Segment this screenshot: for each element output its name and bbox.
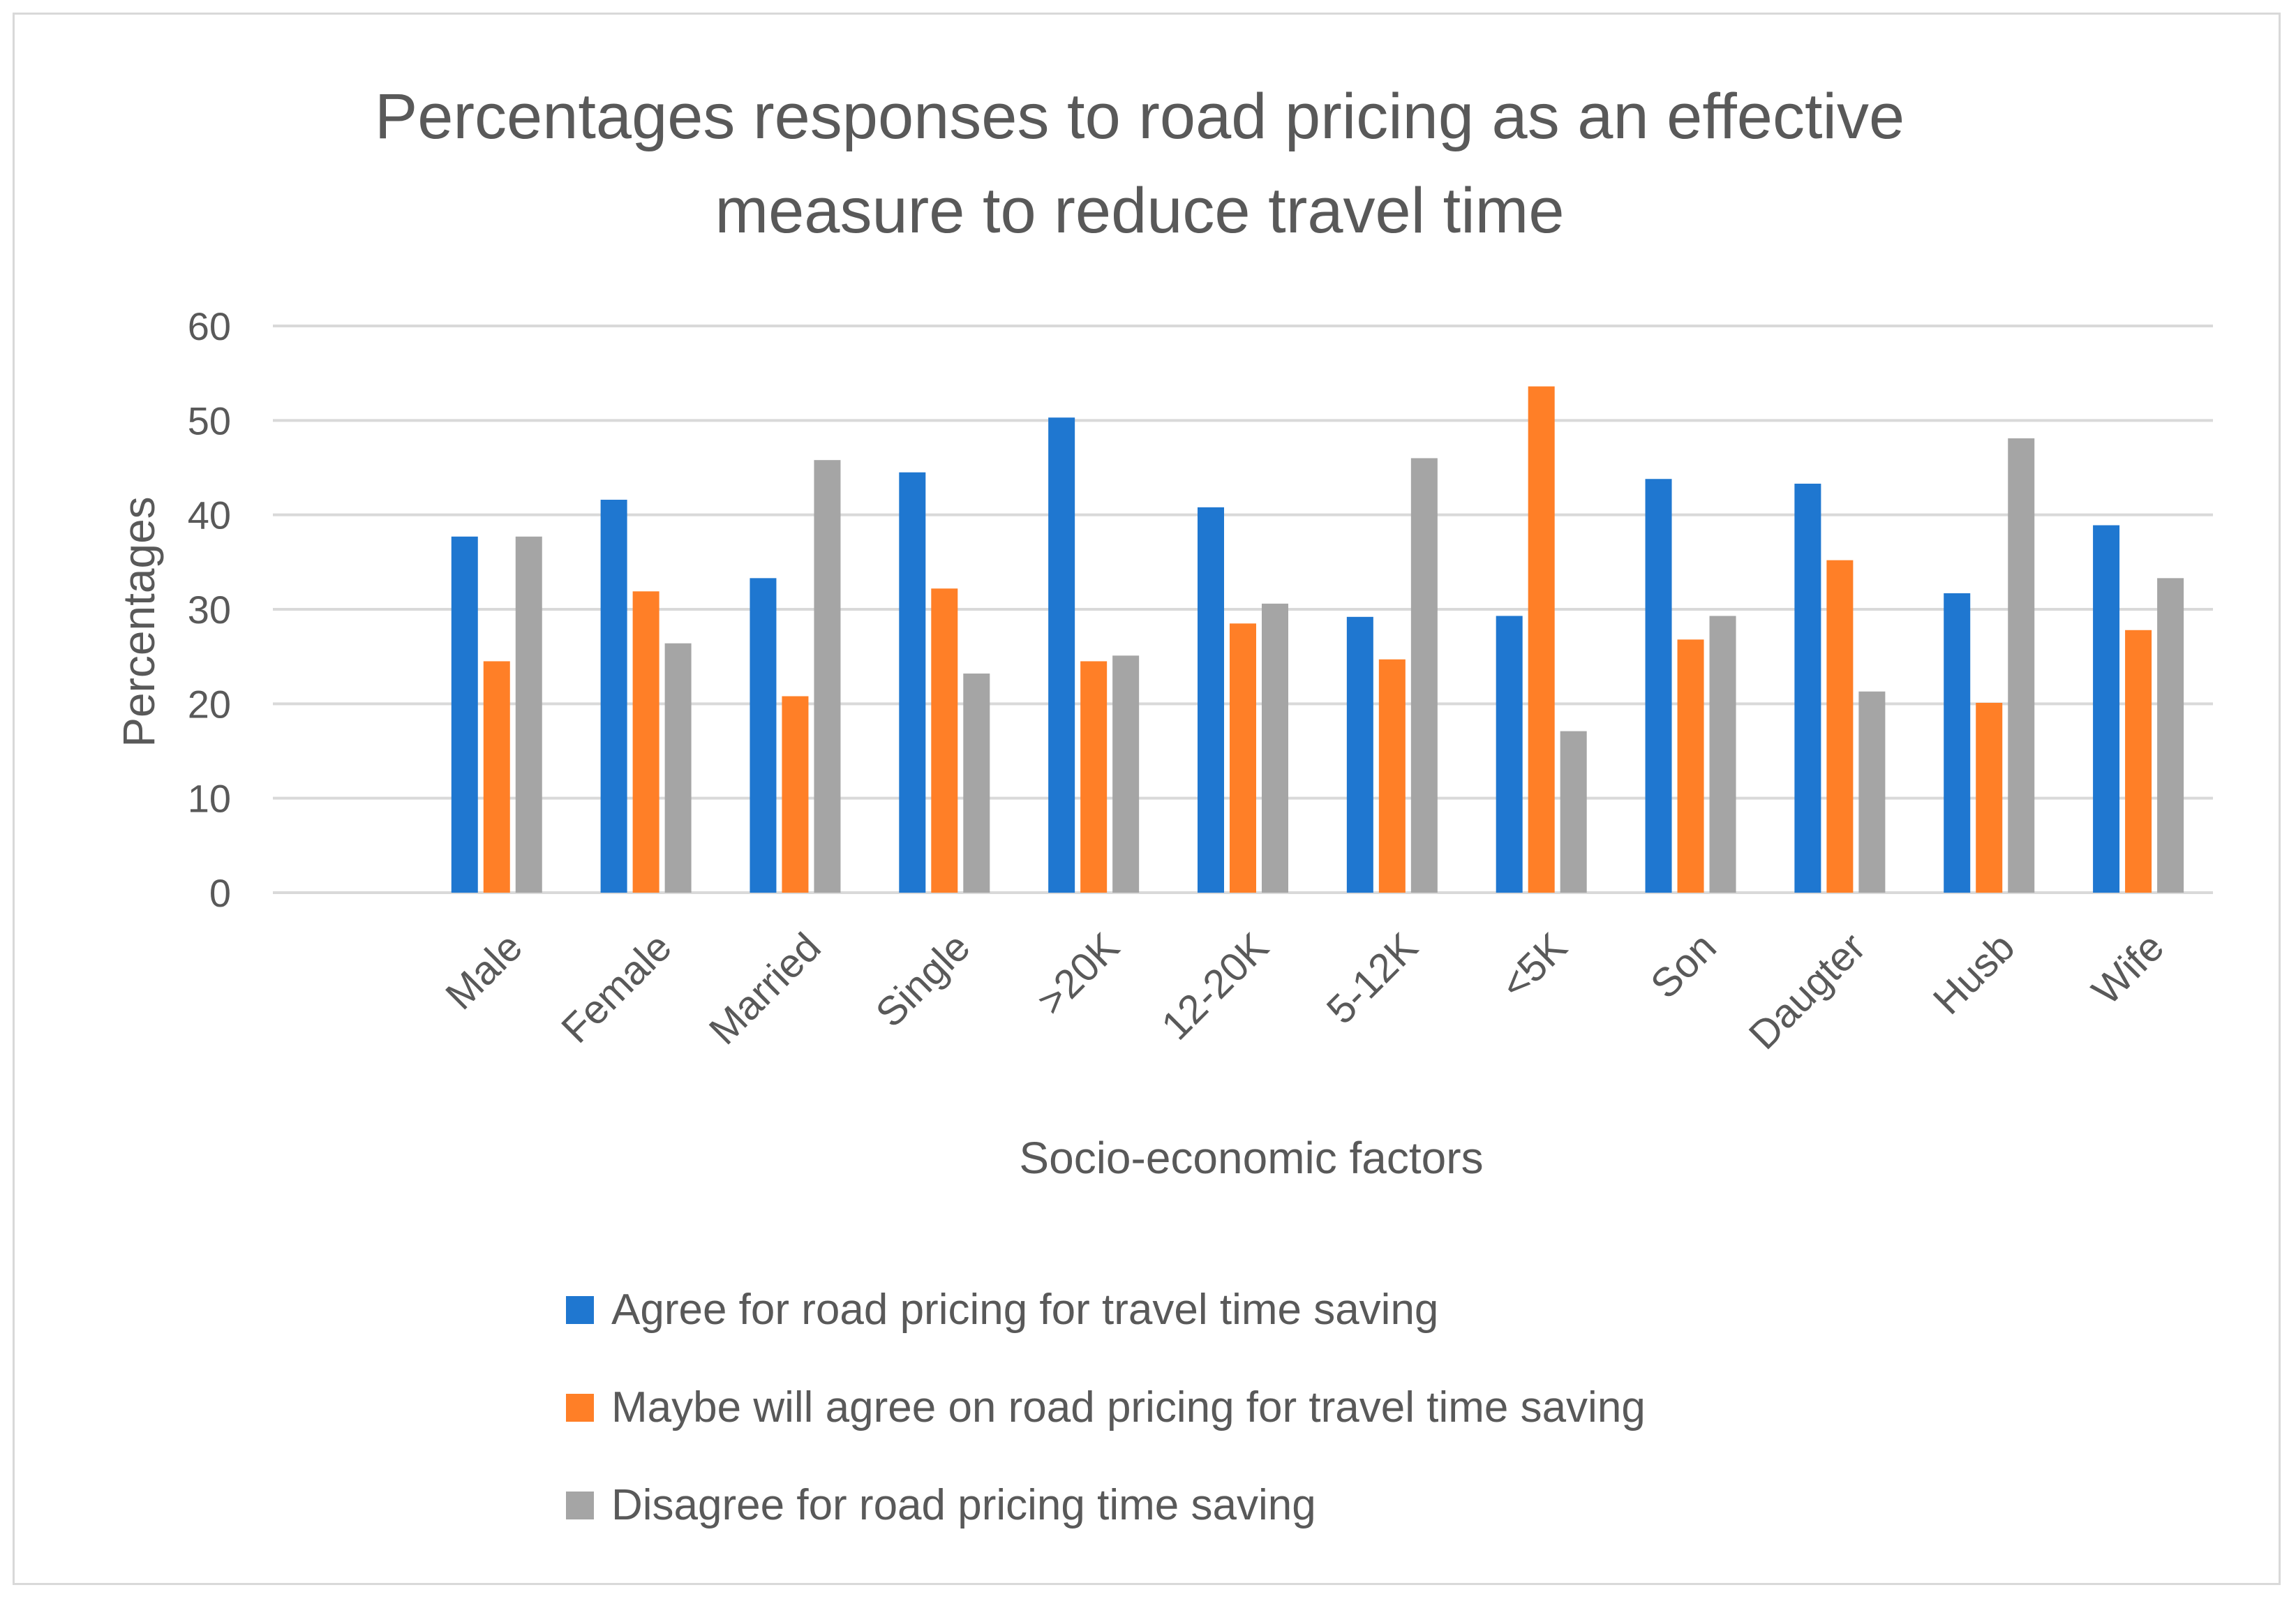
- bar-1-wife: [2093, 525, 2120, 893]
- chart-frame: Percentages responses to road pricing as…: [13, 13, 2281, 1585]
- bar-3-female: [664, 643, 692, 893]
- bar-3-daugter: [1858, 691, 1886, 893]
- bar-1-512k: [1346, 616, 1373, 893]
- bar-3-5k: [1560, 731, 1587, 893]
- bar-1-husb: [1944, 593, 1971, 893]
- bar-1-son: [1645, 479, 1672, 893]
- bar-1-female: [600, 500, 627, 893]
- y-tick-label: 40: [188, 493, 231, 537]
- bar-3-20k: [1112, 655, 1140, 893]
- legend-label-2: Maybe will agree on road pricing for tra…: [611, 1383, 1646, 1431]
- bar-1-20k: [1048, 417, 1075, 893]
- x-category-label: Son: [1642, 924, 1725, 1007]
- bar-3-1220k: [1262, 603, 1288, 893]
- x-category-label: 12-20K: [1153, 924, 1277, 1048]
- bar-2-5k: [1528, 386, 1555, 893]
- y-tick-label: 50: [188, 399, 231, 442]
- x-category-label: <5K: [1492, 924, 1576, 1008]
- chart-title-line-2: measure to reduce travel time: [715, 175, 1565, 246]
- bar-1-single: [899, 472, 926, 893]
- x-category-label: Married: [701, 924, 830, 1053]
- x-category-label: 5-12K: [1318, 924, 1427, 1033]
- bar-2-male: [483, 661, 510, 893]
- x-category-label: Male: [437, 924, 531, 1018]
- bar-chart: Percentages responses to road pricing as…: [114, 81, 2213, 1529]
- legend-label-3: Disagree for road pricing time saving: [611, 1481, 1316, 1529]
- bar-2-female: [632, 591, 659, 893]
- legend: Agree for road pricing for travel time s…: [566, 1286, 1646, 1529]
- bar-3-single: [963, 674, 990, 893]
- y-tick-label: 60: [188, 304, 231, 348]
- y-axis-ticks: 0 10 20 30 40 50 60: [188, 304, 231, 915]
- bar-2-wife: [2125, 630, 2152, 893]
- bar-2-20k: [1080, 661, 1108, 893]
- legend-swatch-2: [566, 1394, 594, 1422]
- bar-2-married: [782, 696, 809, 893]
- bar-2-daugter: [1826, 560, 1854, 893]
- x-category-label: Single: [867, 924, 979, 1036]
- x-category-label: Wife: [2083, 924, 2172, 1013]
- y-tick-label: 0: [209, 871, 231, 915]
- bar-3-married: [814, 460, 841, 893]
- legend-swatch-1: [566, 1296, 594, 1324]
- bars: [451, 386, 2184, 893]
- y-tick-label: 10: [188, 777, 231, 821]
- bar-1-daugter: [1794, 484, 1821, 893]
- bar-2-husb: [1976, 702, 2003, 893]
- bar-3-husb: [2008, 438, 2035, 893]
- bar-1-5k: [1496, 616, 1523, 893]
- x-category-label: >20K: [1028, 924, 1128, 1024]
- x-axis-categories: Male Female Married Single >20K 12-20K 5-12K <5…: [437, 924, 2172, 1058]
- bar-3-son: [1709, 616, 1736, 893]
- bar-1-male: [451, 536, 478, 893]
- x-category-label: Daugter: [1740, 924, 1874, 1058]
- legend-swatch-3: [566, 1492, 594, 1519]
- bar-3-wife: [2157, 578, 2184, 893]
- bar-3-male: [515, 536, 542, 893]
- chart-title-line-1: Percentages responses to road pricing as…: [375, 81, 1904, 152]
- y-axis-title: Percentages: [114, 496, 164, 747]
- y-tick-label: 20: [188, 682, 231, 726]
- bar-1-married: [750, 578, 777, 893]
- x-category-label: Husb: [1925, 924, 2024, 1023]
- bar-2-1220k: [1230, 623, 1256, 893]
- legend-label-1: Agree for road pricing for travel time s…: [611, 1286, 1438, 1334]
- y-tick-label: 30: [188, 588, 231, 632]
- bar-2-single: [931, 588, 958, 893]
- bar-2-son: [1677, 639, 1704, 893]
- bar-2-512k: [1378, 659, 1406, 893]
- x-category-label: Female: [553, 924, 680, 1052]
- x-axis-title: Socio-economic factors: [1019, 1133, 1483, 1183]
- bar-1-1220k: [1198, 507, 1224, 893]
- bar-3-512k: [1410, 458, 1438, 893]
